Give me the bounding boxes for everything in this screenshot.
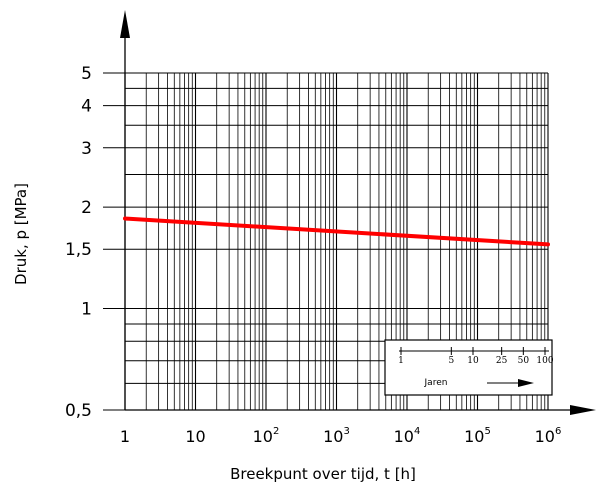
y-tick-label: 5 bbox=[81, 64, 92, 84]
inset-tick-label: 50 bbox=[518, 356, 530, 366]
y-axis-arrow bbox=[120, 10, 130, 38]
inset-years-label: Jaren bbox=[424, 378, 448, 388]
series-layer bbox=[123, 216, 550, 247]
inset-tick-label: 1 bbox=[398, 356, 404, 366]
x-tick-label: 105 bbox=[464, 426, 491, 446]
inset-tick-label: 5 bbox=[448, 356, 454, 366]
x-tick-label: 106 bbox=[535, 426, 562, 446]
y-tick-label: 1,5 bbox=[65, 240, 92, 260]
inset-tick-label: 10 bbox=[467, 356, 479, 366]
inset-tick-label: 25 bbox=[496, 356, 508, 366]
x-tick-label: 102 bbox=[253, 426, 280, 446]
inset-box bbox=[384, 339, 553, 396]
y-tick-label: 3 bbox=[81, 139, 92, 159]
axes bbox=[103, 10, 596, 415]
inset-arrow-head bbox=[518, 379, 534, 387]
y-tick-label: 1 bbox=[81, 300, 92, 320]
x-tick-label: 104 bbox=[394, 426, 421, 446]
series-line bbox=[123, 216, 550, 247]
y-tick-label: 0,5 bbox=[65, 401, 92, 421]
inset-years-scale: 1 5 10 25 50 100 Jaren bbox=[384, 339, 554, 396]
x-axis-arrow bbox=[570, 405, 596, 415]
inset-tick-label: 100 bbox=[536, 356, 553, 366]
y-tick-label: 2 bbox=[81, 198, 92, 218]
y-tick-label: 4 bbox=[81, 97, 92, 117]
y-axis-label: Druk, p [MPa] bbox=[12, 183, 30, 285]
x-tick-label: 10 bbox=[185, 427, 205, 446]
x-tick-label: 103 bbox=[323, 426, 350, 446]
x-tick-label: 1 bbox=[120, 427, 130, 446]
x-axis-label: Breekpunt over tijd, t [h] bbox=[230, 465, 416, 483]
